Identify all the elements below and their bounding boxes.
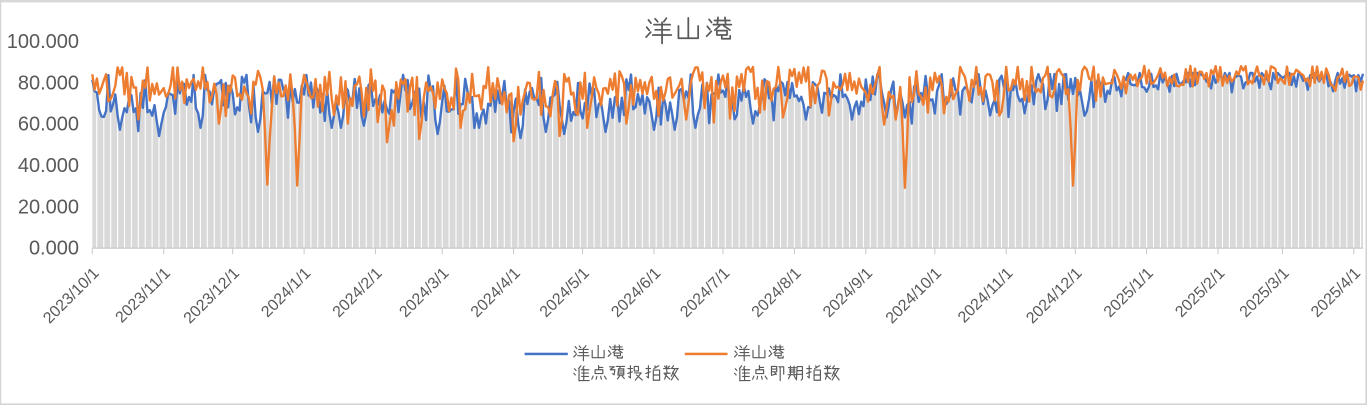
svg-text:20.000: 20.000 [18, 196, 79, 218]
svg-text:100.000: 100.000 [7, 31, 79, 53]
svg-text:0.000: 0.000 [29, 238, 79, 260]
svg-text:80.000: 80.000 [18, 72, 79, 94]
svg-text:40.000: 40.000 [18, 155, 79, 177]
svg-text:60.000: 60.000 [18, 114, 79, 136]
